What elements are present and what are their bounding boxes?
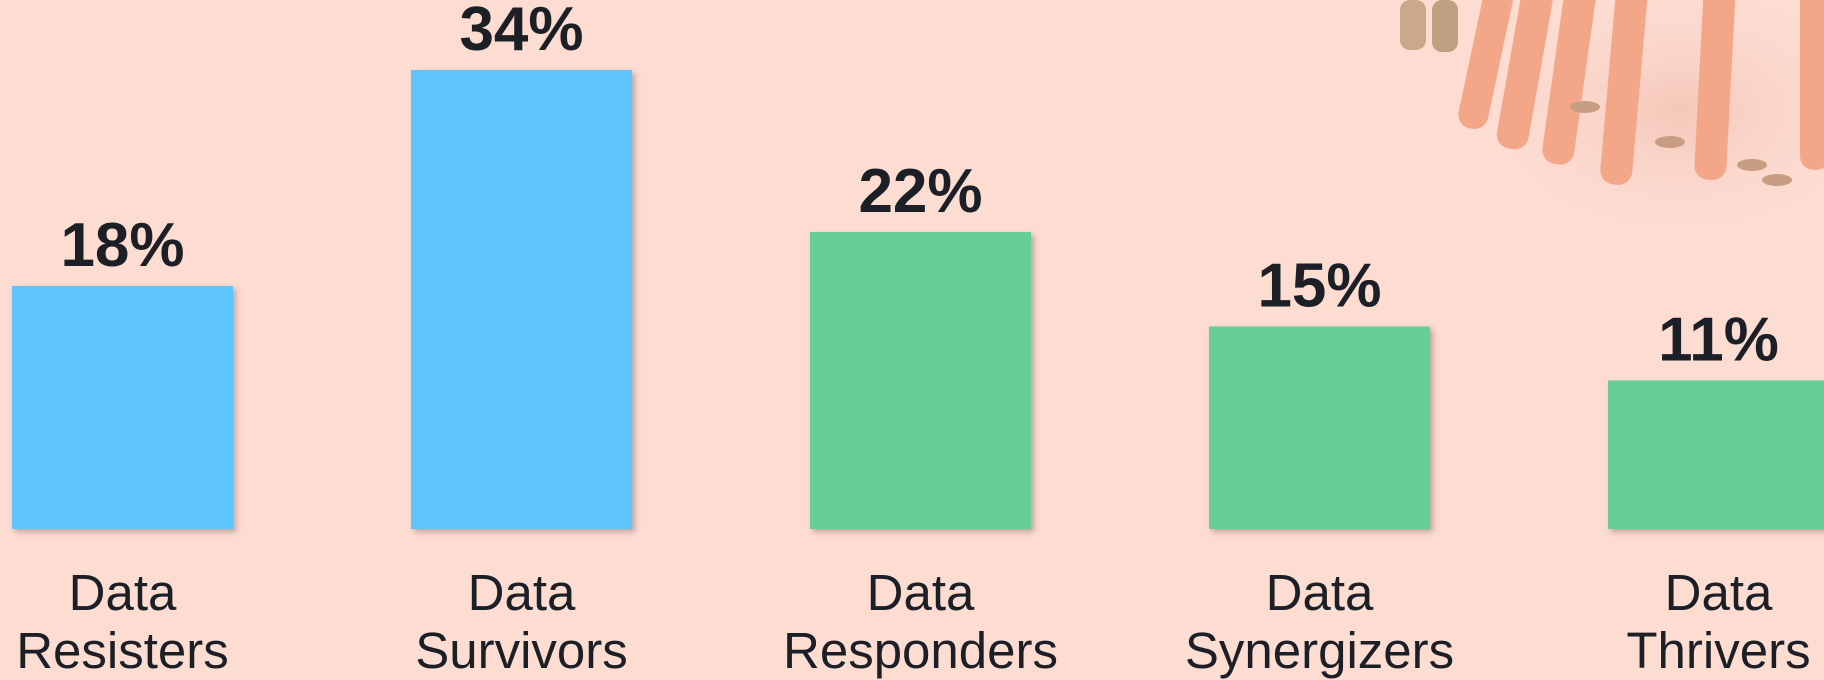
bar [1608,381,1824,530]
value-label: 11% [1658,306,1779,375]
value-label: 34% [459,0,583,64]
page: 18%34%22%15%11% (() => { const data = JS… [0,0,1824,675]
category-label: Data Thrivers [1539,564,1824,680]
bar [411,70,632,529]
bar [810,232,1031,529]
value-label: 22% [858,157,982,226]
category-label: Data Synergizers [1140,564,1500,680]
bar [12,286,233,529]
bar [1209,327,1430,530]
category-label: Data Resisters [0,564,303,680]
category-label: Data Survivors [342,564,702,680]
value-label: 18% [60,211,184,280]
decoration [1400,0,1824,250]
category-label: Data Responders [741,564,1101,680]
value-label: 15% [1257,252,1381,321]
